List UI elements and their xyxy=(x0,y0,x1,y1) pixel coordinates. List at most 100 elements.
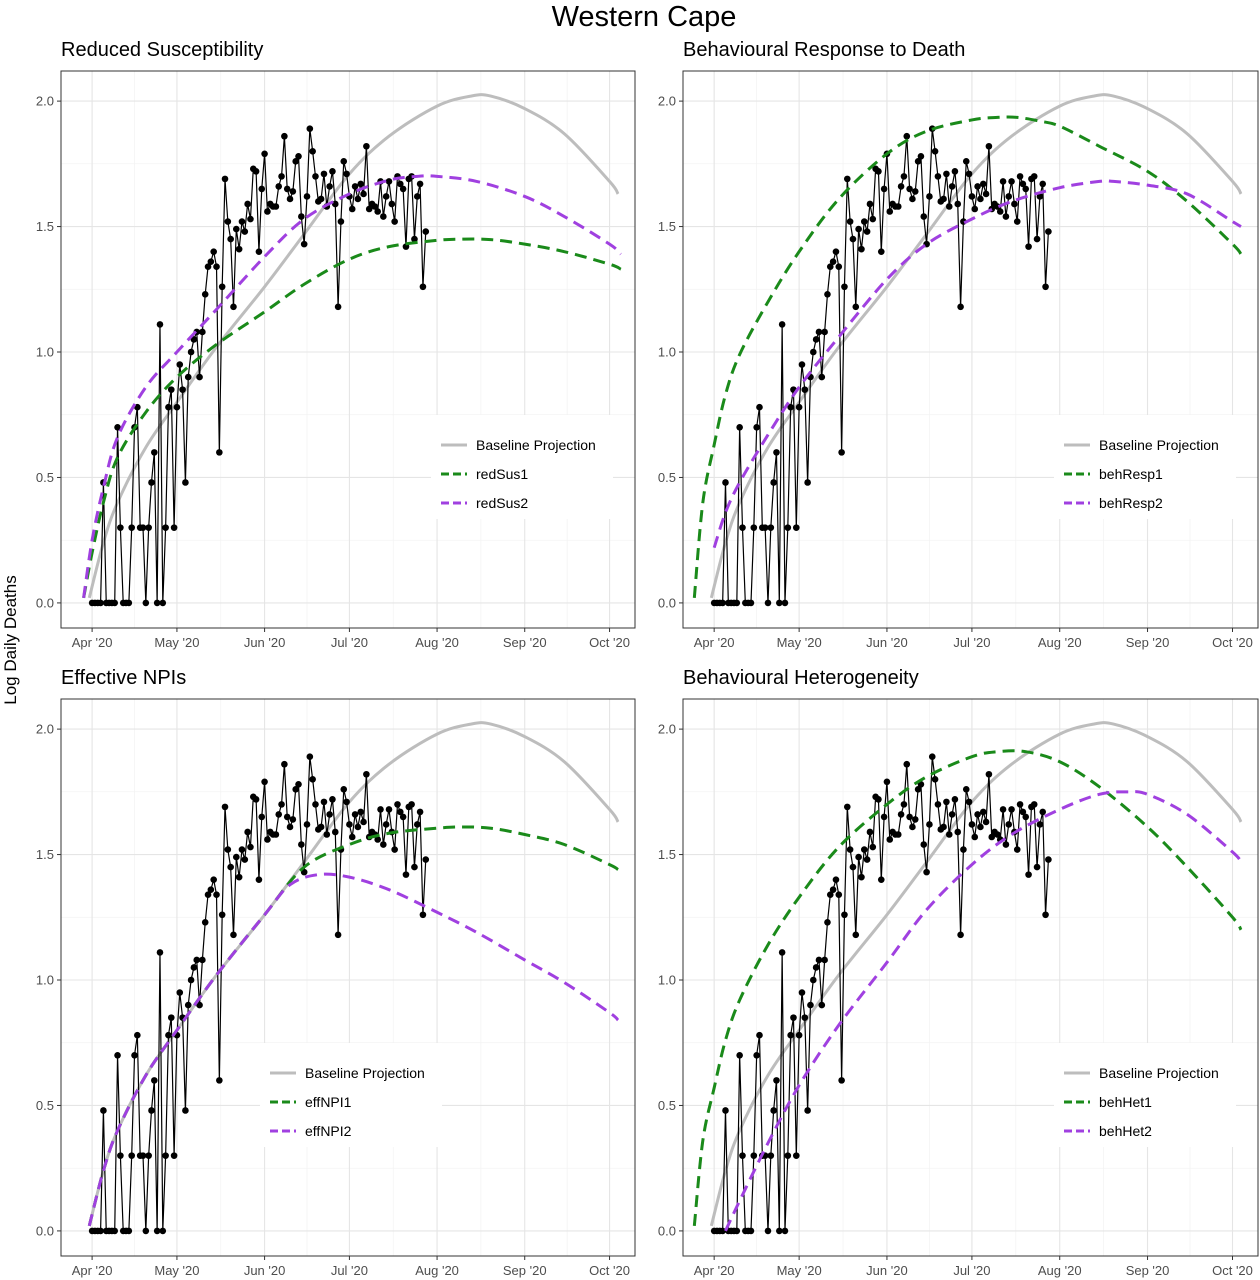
observed-point xyxy=(261,150,268,158)
observed-point xyxy=(903,132,911,140)
observed-point xyxy=(391,218,398,225)
observed-point xyxy=(281,132,288,140)
observed-point xyxy=(1039,808,1047,816)
observed-point xyxy=(875,168,882,175)
observed-point xyxy=(182,1107,189,1114)
x-tick-label: Jul '20 xyxy=(331,635,368,650)
observed-point xyxy=(1002,841,1010,848)
observed-point xyxy=(422,228,430,235)
observed-point xyxy=(733,599,741,607)
observed-point xyxy=(719,599,726,607)
observed-point xyxy=(278,801,285,808)
y-tick-label: 1.0 xyxy=(36,345,54,360)
observed-point xyxy=(408,801,415,808)
observed-point xyxy=(348,205,356,213)
observed-point xyxy=(863,856,871,863)
x-tick-label: Apr '20 xyxy=(694,1263,735,1278)
observed-point xyxy=(317,823,325,831)
observed-point xyxy=(894,831,902,838)
observed-point xyxy=(351,183,359,190)
observed-point xyxy=(764,599,772,607)
observed-point xyxy=(846,846,854,853)
y-tick-label: 1.0 xyxy=(36,973,54,988)
observed-point xyxy=(753,423,760,431)
observed-point xyxy=(838,1077,845,1084)
observed-point xyxy=(411,863,418,871)
observed-point xyxy=(787,1031,794,1039)
observed-point xyxy=(804,1107,811,1114)
observed-point xyxy=(377,806,384,813)
observed-point xyxy=(238,218,246,225)
observed-point xyxy=(900,173,908,180)
observed-point xyxy=(264,836,271,843)
x-tick-label: Aug '20 xyxy=(415,1263,459,1278)
observed-point xyxy=(374,208,381,215)
observed-point xyxy=(125,599,133,607)
x-tick-label: Jun '20 xyxy=(244,1263,286,1278)
panel-title: Behavioural Response to Death xyxy=(683,39,965,61)
observed-point xyxy=(187,348,195,356)
observed-point xyxy=(397,808,404,816)
observed-point xyxy=(320,170,328,178)
x-tick-label: May '20 xyxy=(154,1263,199,1278)
x-tick-label: Apr '20 xyxy=(72,635,113,650)
observed-point xyxy=(945,203,953,210)
observed-point xyxy=(207,258,215,265)
observed-point xyxy=(801,1014,809,1021)
observed-point xyxy=(354,195,362,203)
observed-point xyxy=(199,328,206,336)
y-tick-label: 0.5 xyxy=(36,470,54,485)
series-line-behhet1 xyxy=(692,749,1243,1227)
observed-point xyxy=(252,796,260,803)
observed-point xyxy=(909,823,916,831)
observed-point xyxy=(230,931,237,939)
panel-4: Behavioural Heterogeneity Apr '20 May '20 J… xyxy=(658,667,1259,1278)
observed-point xyxy=(224,846,232,853)
observed-point xyxy=(1036,193,1044,200)
observed-point xyxy=(252,168,260,175)
observed-point xyxy=(399,185,407,193)
observed-point xyxy=(187,976,195,984)
observed-point xyxy=(416,180,424,188)
observed-point xyxy=(114,1051,121,1059)
legend-label: behHet2 xyxy=(1099,1123,1152,1139)
axes: Apr '20 May '20 Jun '20 Jul '20 Aug '20 Sep '… xyxy=(36,722,630,1278)
observed-point xyxy=(371,203,379,210)
observed-point xyxy=(142,599,150,607)
observed-point xyxy=(360,190,367,198)
plot-background xyxy=(61,699,635,1256)
observed-point xyxy=(747,1227,755,1235)
observed-point xyxy=(184,373,192,381)
observed-point xyxy=(139,524,147,531)
x-tick-label: Jun '20 xyxy=(866,635,908,650)
observed-point xyxy=(781,599,789,607)
observed-point xyxy=(235,873,243,881)
observed-point xyxy=(999,806,1007,813)
observed-point xyxy=(866,200,874,208)
observed-point xyxy=(329,796,336,803)
observed-point xyxy=(134,1031,141,1039)
observed-point xyxy=(945,831,953,838)
observed-point xyxy=(218,911,226,919)
observed-point xyxy=(1011,200,1018,208)
observed-point xyxy=(156,321,164,328)
observed-point xyxy=(148,479,155,486)
observed-point xyxy=(244,200,251,208)
observed-point xyxy=(416,808,424,816)
x-tick-label: Aug '20 xyxy=(1038,635,1082,650)
x-tick-label: Jul '20 xyxy=(331,1263,368,1278)
observed-point xyxy=(190,336,198,343)
series xyxy=(82,93,622,607)
observed-point xyxy=(363,770,370,778)
observed-point xyxy=(382,193,390,200)
panel-border xyxy=(682,70,1259,629)
observed-point xyxy=(798,989,806,996)
observed-point xyxy=(835,263,843,271)
observed-point xyxy=(826,263,834,271)
observed-point xyxy=(739,524,746,531)
observed-point xyxy=(736,1051,743,1059)
observed-point xyxy=(934,173,942,180)
observed-point xyxy=(329,168,336,175)
observed-point xyxy=(869,215,877,223)
observed-point xyxy=(210,876,217,883)
